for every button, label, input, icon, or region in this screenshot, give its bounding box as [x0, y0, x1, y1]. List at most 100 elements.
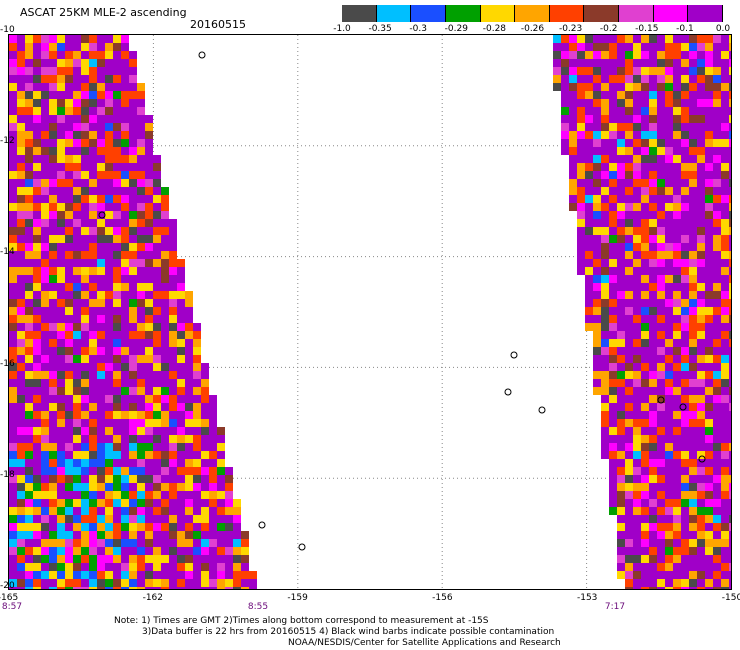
swath-cell	[49, 251, 57, 259]
swath-cell	[145, 147, 153, 155]
swath-cell	[665, 363, 673, 371]
swath-cell	[137, 203, 145, 211]
swath-cell	[689, 179, 697, 187]
swath-cell	[121, 387, 129, 395]
swath-cell	[121, 67, 129, 75]
swath-cell	[625, 243, 633, 251]
swath-cell	[137, 563, 145, 571]
swath-cell	[673, 443, 681, 451]
swath-cell	[145, 499, 153, 507]
swath-cell	[161, 371, 169, 379]
swath-cell	[9, 67, 17, 75]
swath-cell	[177, 555, 185, 563]
swath-cell	[673, 131, 681, 139]
swath-cell	[49, 371, 57, 379]
swath-cell	[641, 275, 649, 283]
swath-cell	[129, 587, 137, 589]
swath-cell	[97, 307, 105, 315]
swath-cell	[193, 387, 201, 395]
swath-cell	[713, 587, 721, 589]
swath-cell	[561, 147, 569, 155]
swath-cell	[633, 347, 641, 355]
swath-cell	[681, 307, 689, 315]
swath-cell	[697, 227, 705, 235]
swath-cell	[121, 411, 129, 419]
swath-cell	[633, 467, 641, 475]
swath-cell	[145, 115, 153, 123]
swath-cell	[33, 59, 41, 67]
swath-cell	[73, 475, 81, 483]
swath-cell	[705, 147, 713, 155]
swath-cell	[201, 515, 209, 523]
swath-cell	[9, 115, 17, 123]
swath-cell	[633, 179, 641, 187]
swath-cell	[25, 195, 33, 203]
swath-cell	[657, 187, 665, 195]
swath-cell	[705, 483, 713, 491]
swath-cell	[729, 355, 731, 363]
swath-cell	[65, 483, 73, 491]
swath-cell	[721, 499, 729, 507]
swath-cell	[153, 275, 161, 283]
swath-cell	[689, 219, 697, 227]
swath-cell	[57, 251, 65, 259]
swath-cell	[129, 155, 137, 163]
swath-cell	[705, 235, 713, 243]
swath-cell	[713, 155, 721, 163]
swath-cell	[9, 227, 17, 235]
swath-cell	[729, 451, 731, 459]
swath-cell	[41, 123, 49, 131]
swath-cell	[697, 419, 705, 427]
swath-cell	[593, 307, 601, 315]
island-outline	[698, 455, 706, 463]
swath-cell	[665, 195, 673, 203]
swath-cell	[625, 195, 633, 203]
swath-cell	[665, 59, 673, 67]
swath-cell	[721, 267, 729, 275]
swath-cell	[705, 547, 713, 555]
swath-cell	[145, 227, 153, 235]
swath-cell	[665, 179, 673, 187]
swath-cell	[161, 419, 169, 427]
colorbar-label: -0.35	[368, 24, 392, 34]
swath-cell	[233, 499, 241, 507]
swath-cell	[617, 259, 625, 267]
swath-cell	[665, 547, 673, 555]
swath-cell	[609, 107, 617, 115]
swath-cell	[17, 227, 25, 235]
swath-cell	[73, 51, 81, 59]
swath-cell	[729, 491, 731, 499]
swath-cell	[97, 59, 105, 67]
swath-cell	[65, 411, 73, 419]
swath-cell	[673, 347, 681, 355]
swath-cell	[625, 475, 633, 483]
swath-cell	[201, 523, 209, 531]
swath-cell	[41, 371, 49, 379]
swath-cell	[33, 579, 41, 587]
swath-cell	[9, 451, 17, 459]
swath-cell	[169, 307, 177, 315]
swath-cell	[73, 123, 81, 131]
swath-cell	[145, 539, 153, 547]
island-outline	[504, 388, 512, 396]
swath-cell	[73, 107, 81, 115]
swath-cell	[113, 483, 121, 491]
colorbar-swatch	[584, 5, 619, 22]
swath-cell	[697, 475, 705, 483]
swath-cell	[33, 395, 41, 403]
swath-cell	[241, 555, 249, 563]
swath-cell	[113, 291, 121, 299]
swath-cell	[185, 451, 193, 459]
colorbar-label: -0.29	[444, 24, 468, 34]
swath-cell	[177, 323, 185, 331]
swath-cell	[145, 211, 153, 219]
swath-cell	[633, 403, 641, 411]
swath-cell	[609, 219, 617, 227]
swath-cell	[41, 307, 49, 315]
swath-cell	[57, 467, 65, 475]
swath-cell	[89, 171, 97, 179]
swath-cell	[153, 179, 161, 187]
swath-cell	[81, 115, 89, 123]
swath-cell	[49, 163, 57, 171]
swath-cell	[721, 355, 729, 363]
